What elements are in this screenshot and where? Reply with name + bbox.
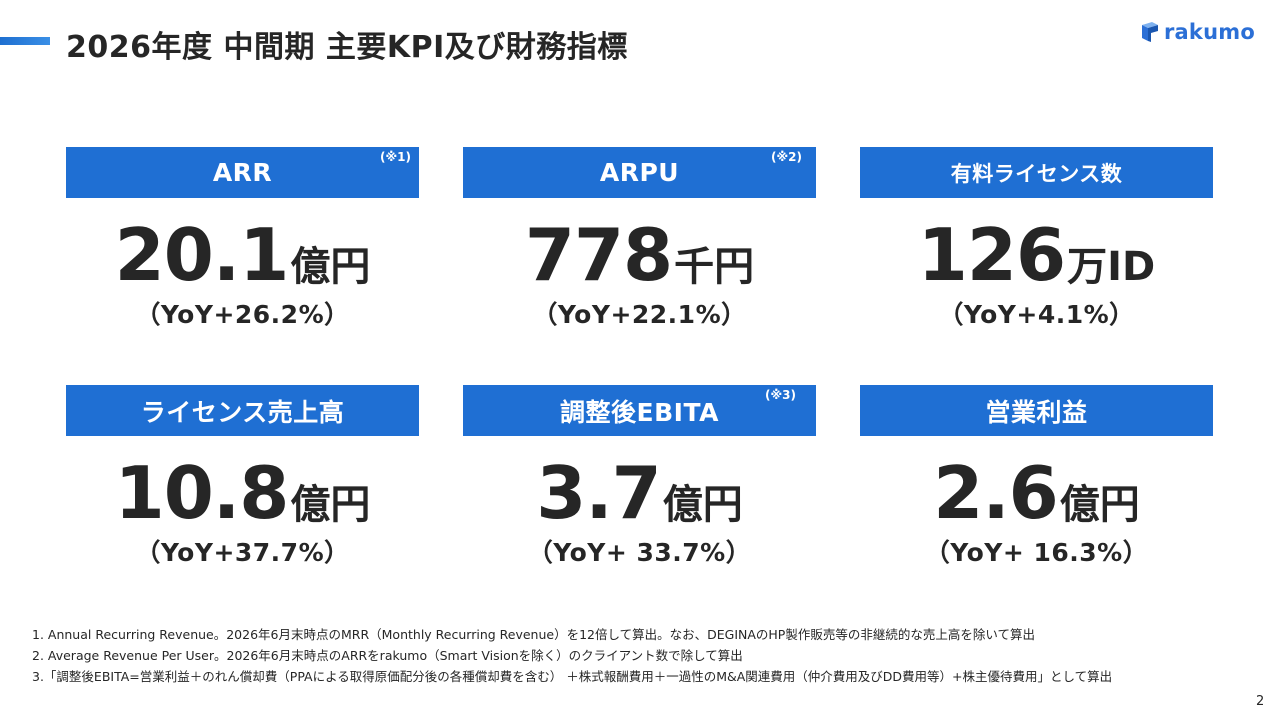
kpi-yoy: （YoY+ 33.7%） <box>527 538 752 567</box>
kpi-label: 有料ライセンス数 <box>950 161 1123 186</box>
kpi-card-arr: ARR (※1) 20.1億円 （YoY+26.2%） <box>66 147 419 337</box>
kpi-card-operating-profit: 営業利益 2.6億円 （YoY+ 16.3%） <box>860 385 1213 575</box>
kpi-card-paid-licenses: 有料ライセンス数 126万ID （YoY+4.1%） <box>860 147 1213 337</box>
kpi-yoy: （YoY+ 16.3%） <box>924 538 1149 567</box>
kpi-label: 調整後EBITA <box>560 397 719 427</box>
kpi-value: 126万ID <box>860 215 1213 295</box>
kpi-yoy: （YoY+26.2%） <box>135 300 350 329</box>
kpi-number: 2.6 <box>933 451 1059 535</box>
kpi-number: 778 <box>524 213 673 297</box>
kpi-footnote-ref: (※1) <box>380 150 411 164</box>
kpi-unit: 千円 <box>674 244 755 290</box>
kpi-card-arpu: ARPU (※2) 778千円 （YoY+22.1%） <box>463 147 816 337</box>
rakumo-logo-icon <box>1142 22 1158 42</box>
kpi-label: 営業利益 <box>985 397 1088 427</box>
kpi-header: 有料ライセンス数 <box>860 147 1213 198</box>
kpi-value: 10.8億円 <box>66 453 419 533</box>
kpi-value: 20.1億円 <box>66 215 419 295</box>
kpi-label: ARR <box>212 158 273 187</box>
kpi-header: ライセンス売上高 <box>66 385 419 436</box>
kpi-header: ARPU (※2) <box>463 147 816 198</box>
kpi-header: 営業利益 <box>860 385 1213 436</box>
kpi-footnote-ref: (※3) <box>765 388 796 402</box>
kpi-value: 778千円 <box>463 215 816 295</box>
logo-text: rakumo <box>1164 20 1255 44</box>
kpi-unit: 億円 <box>662 482 743 528</box>
footnote-3: 3.「調整後EBITA=営業利益＋のれん償却費（PPAによる取得原価配分後の各種… <box>32 669 1113 684</box>
kpi-label: ライセンス売上高 <box>140 397 345 427</box>
kpi-unit: 億円 <box>1059 482 1140 528</box>
kpi-number: 10.8 <box>114 451 290 535</box>
kpi-label: ARPU <box>599 158 680 187</box>
kpi-unit: 万ID <box>1067 244 1156 290</box>
kpi-card-adjusted-ebita: 調整後EBITA (※3) 3.7億円 （YoY+ 33.7%） <box>463 385 816 575</box>
kpi-unit: 億円 <box>290 482 371 528</box>
footnotes: 1. Annual Recurring Revenue。2026年6月末時点のM… <box>32 624 1112 687</box>
kpi-yoy: （YoY+4.1%） <box>938 300 1135 329</box>
footnote-1: 1. Annual Recurring Revenue。2026年6月末時点のM… <box>32 627 1035 642</box>
kpi-number: 126 <box>917 213 1066 297</box>
kpi-number: 3.7 <box>536 451 662 535</box>
page-number: 2 <box>1256 694 1265 709</box>
kpi-header: 調整後EBITA (※3) <box>463 385 816 436</box>
kpi-card-license-revenue: ライセンス売上高 10.8億円 （YoY+37.7%） <box>66 385 419 575</box>
kpi-number: 20.1 <box>114 213 290 297</box>
rakumo-logo: rakumo <box>1140 19 1255 45</box>
page-title: 2026年度 中間期 主要KPI及び財務指標 <box>66 30 628 65</box>
kpi-footnote-ref: (※2) <box>771 150 802 164</box>
title-accent-bar <box>0 37 50 45</box>
kpi-yoy: （YoY+22.1%） <box>532 300 747 329</box>
kpi-header: ARR (※1) <box>66 147 419 198</box>
footnote-2: 2. Average Revenue Per User。2026年6月末時点のA… <box>32 648 743 663</box>
kpi-value: 3.7億円 <box>463 453 816 533</box>
kpi-unit: 億円 <box>290 244 371 290</box>
kpi-value: 2.6億円 <box>860 453 1213 533</box>
kpi-yoy: （YoY+37.7%） <box>135 538 350 567</box>
